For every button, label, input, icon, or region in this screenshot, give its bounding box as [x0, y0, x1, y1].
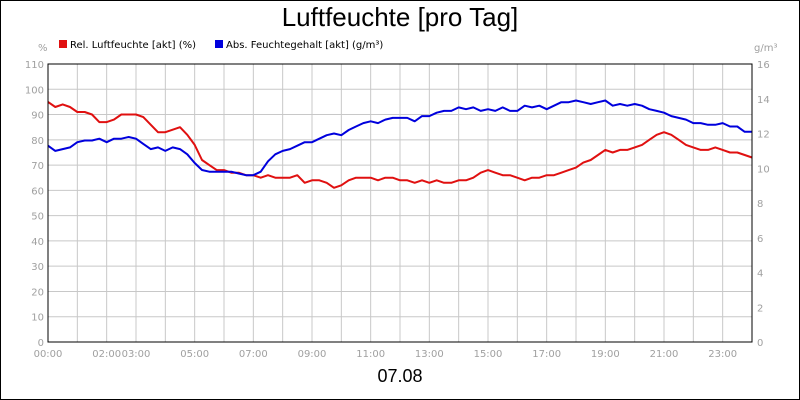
x-tick-label: 19:00 [591, 349, 620, 360]
right-tick-label: 6 [757, 234, 763, 245]
right-tick-label: 8 [757, 199, 763, 210]
x-tick-label: 07:00 [239, 349, 268, 360]
series-line-abs-humidity [47, 99, 752, 177]
right-tick-label: 12 [757, 130, 770, 141]
x-tick-label: 05:00 [180, 349, 209, 360]
legend-swatch-rel [59, 40, 67, 48]
legend-swatch-abs [215, 40, 223, 48]
left-tick-label: 110 [25, 60, 44, 71]
left-tick-label: 70 [31, 161, 44, 172]
x-tick-label: 09:00 [298, 349, 327, 360]
series-line-rel-humidity [47, 101, 753, 189]
series-lines [47, 99, 753, 189]
left-tick-label: 30 [31, 262, 44, 273]
left-tick-label: 90 [31, 111, 44, 122]
x-tick-label: 03:00 [122, 349, 151, 360]
right-tick-label: 0 [757, 338, 763, 349]
x-tick-label: 00:00 [34, 349, 63, 360]
x-tick-label: 17:00 [532, 349, 561, 360]
plot-area-border [47, 63, 753, 343]
date-label: 07.08 [377, 366, 423, 386]
x-tick-label: 15:00 [474, 349, 503, 360]
right-axis-ticks: 0 2 4 6 8 10 12 14 16 [757, 60, 770, 349]
right-tick-label: 16 [757, 60, 770, 71]
grid [48, 64, 752, 342]
right-tick-label: 4 [757, 269, 763, 280]
left-axis-ticks: 0 10 20 30 40 50 60 70 80 90 100 110 [25, 60, 44, 349]
left-tick-label: 50 [31, 212, 44, 223]
x-tick-label: 21:00 [650, 349, 679, 360]
left-tick-label: 40 [31, 237, 44, 248]
left-tick-label: 0 [38, 338, 44, 349]
legend-label-rel: Rel. Luftfeuchte [akt] (%) [70, 40, 196, 51]
x-tick-label: 13:00 [415, 349, 444, 360]
x-tick-label: 11:00 [356, 349, 385, 360]
right-tick-label: 10 [757, 164, 770, 175]
left-axis-unit: % [38, 43, 48, 54]
chart-title: Luftfeuchte [pro Tag] [281, 2, 519, 32]
x-tick-label: 02:00 [92, 349, 121, 360]
right-tick-label: 2 [757, 303, 763, 314]
left-tick-label: 100 [25, 85, 44, 96]
left-tick-label: 20 [31, 287, 44, 298]
right-axis-unit: g/m³ [754, 43, 777, 54]
x-axis-ticks: 00:00 02:00 03:00 05:00 07:00 09:00 11:00 13:00… [34, 349, 737, 360]
left-tick-label: 60 [31, 186, 44, 197]
right-tick-label: 14 [757, 95, 770, 106]
left-tick-label: 80 [31, 136, 44, 147]
legend-label-abs: Abs. Feuchtegehalt [akt] (g/m³) [226, 40, 383, 51]
left-tick-label: 10 [31, 313, 44, 324]
x-tick-label: 23:00 [708, 349, 737, 360]
